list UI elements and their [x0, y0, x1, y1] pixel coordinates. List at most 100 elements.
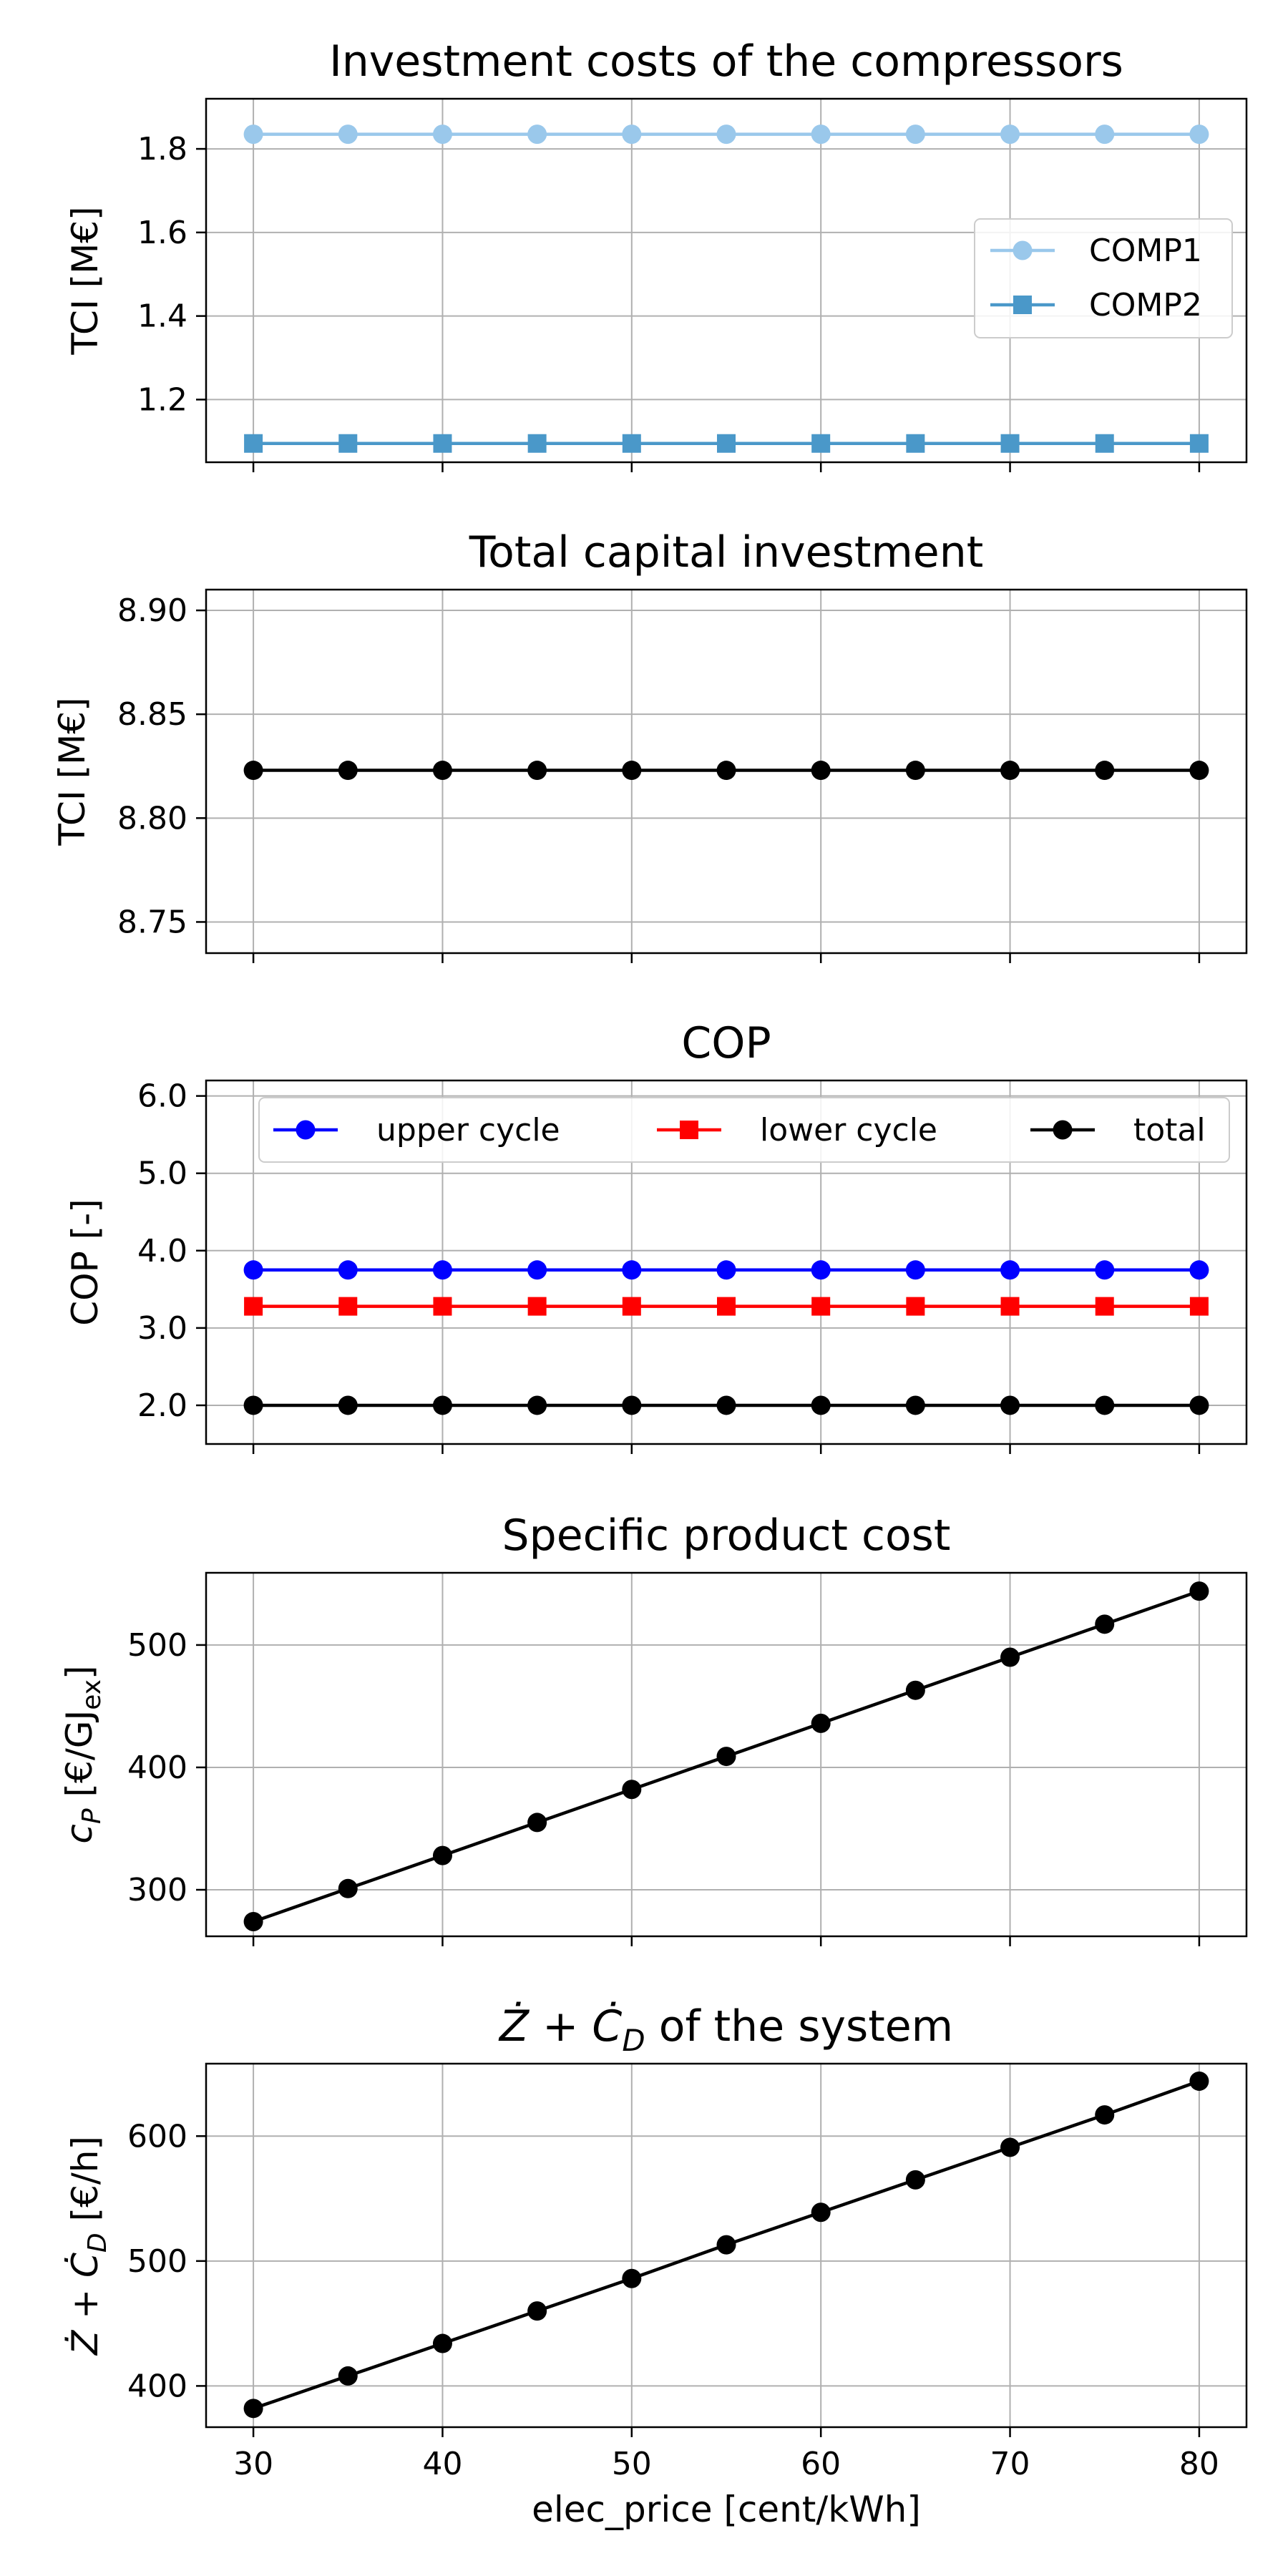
data-point	[1000, 1260, 1020, 1280]
data-point	[338, 1297, 358, 1316]
data-point	[622, 125, 642, 145]
data-point	[811, 1395, 831, 1415]
legend-label: upper cycle	[376, 1112, 560, 1148]
data-point	[905, 2170, 925, 2190]
data-point	[905, 1395, 925, 1415]
series-1	[243, 2071, 1209, 2419]
chart-title: Ż + ĊD of the system	[498, 2001, 953, 2058]
data-point	[432, 1395, 452, 1415]
series-lower-cycle	[244, 1297, 1209, 1316]
data-point	[1095, 1260, 1115, 1280]
legend-marker	[1053, 1120, 1073, 1140]
legend-marker	[1013, 240, 1033, 260]
data-point	[1095, 1614, 1115, 1634]
data-point	[1189, 434, 1209, 453]
data-point	[1095, 1395, 1115, 1415]
data-point	[1000, 761, 1020, 781]
data-point	[622, 1780, 642, 1800]
data-point	[527, 2301, 547, 2321]
data-point	[338, 434, 358, 453]
y-tick-label: 2.0	[137, 1387, 187, 1424]
data-point	[527, 761, 547, 781]
data-point	[243, 2399, 263, 2419]
x-tick-label: 50	[612, 2446, 652, 2482]
y-axis-label: COP [-]	[64, 1199, 106, 1325]
data-point	[811, 1260, 831, 1280]
data-point	[527, 1260, 547, 1280]
data-point	[811, 761, 831, 781]
data-point	[243, 761, 263, 781]
data-point	[338, 1878, 358, 1898]
data-point	[622, 761, 642, 781]
data-point	[527, 434, 547, 453]
chart-title: Specific product cost	[502, 1511, 951, 1561]
y-tick-label: 600	[127, 2118, 187, 2155]
plot-frame	[205, 1571, 1248, 1938]
data-point	[1189, 1581, 1209, 1601]
series-comp2	[244, 434, 1209, 453]
data-point	[811, 434, 831, 453]
y-tick-label: 8.85	[117, 696, 187, 733]
y-axis-label: cP [€/GJex]	[59, 1665, 107, 1843]
chart-panel-4: 300 400 500 Specific product cost cP [€/GJex…	[59, 1511, 1248, 1946]
data-point	[1000, 2137, 1020, 2157]
data-point	[1095, 125, 1115, 145]
series-upper-cycle	[243, 1260, 1209, 1280]
legend-label: COMP2	[1089, 287, 1202, 323]
y-tick-label: 3.0	[137, 1310, 187, 1347]
data-point	[811, 125, 831, 145]
data-point	[432, 761, 452, 781]
series-comp1	[243, 125, 1209, 145]
data-point	[432, 125, 452, 145]
y-tick-label: 1.4	[137, 298, 187, 335]
data-point	[243, 125, 263, 145]
data-point	[622, 434, 641, 453]
data-point	[432, 1845, 452, 1865]
x-tick-label: 40	[422, 2446, 462, 2482]
y-tick-label: 300	[127, 1872, 187, 1908]
legend-label: total	[1133, 1112, 1206, 1148]
data-point	[622, 1260, 642, 1280]
data-point	[433, 1297, 452, 1316]
data-point	[1000, 125, 1020, 145]
y-tick-label: 1.6	[137, 215, 187, 251]
data-point	[622, 1297, 641, 1316]
data-point	[716, 2235, 736, 2255]
y-tick-label: 500	[127, 2243, 187, 2280]
data-point	[243, 1911, 263, 1931]
x-tick-label: 60	[801, 2446, 841, 2482]
y-tick-label: 8.90	[117, 592, 187, 629]
data-point	[1189, 2071, 1209, 2091]
chart-title: Investment costs of the compressors	[329, 36, 1123, 87]
data-point	[905, 1260, 925, 1280]
data-point	[906, 434, 925, 453]
data-point	[1189, 761, 1209, 781]
y-tick-label: 1.2	[137, 381, 187, 418]
data-point	[433, 434, 452, 453]
data-point	[432, 1260, 452, 1280]
data-point	[811, 1713, 831, 1733]
data-point	[243, 1260, 263, 1280]
y-tick-label: 4.0	[137, 1233, 187, 1269]
data-point	[717, 1297, 736, 1316]
data-point	[243, 1395, 263, 1415]
data-point	[716, 761, 736, 781]
chart-panel-1: 1.2 1.4 1.6 1.8 Investment costs of the comp…	[64, 36, 1248, 472]
data-point	[1095, 2105, 1115, 2125]
data-point	[527, 1395, 547, 1415]
data-point	[338, 1395, 358, 1415]
data-point	[338, 125, 358, 145]
data-point	[905, 125, 925, 145]
y-axis-label: Ż + ĊD [€/h]	[64, 2136, 112, 2356]
x-tick-label: 70	[990, 2446, 1030, 2482]
chart-panel-3: 2.0 3.0 4.0 5.0 6.0 COP COP [-] upper cycle lowe…	[64, 1018, 1248, 1454]
data-point	[527, 1813, 547, 1833]
data-point	[338, 2366, 358, 2386]
data-point	[717, 434, 736, 453]
data-point	[716, 125, 736, 145]
data-point	[244, 1297, 263, 1316]
x-axis-label: elec_price [cent/kWh]	[532, 2489, 921, 2530]
y-tick-label: 6.0	[137, 1078, 187, 1115]
legend-label: COMP1	[1089, 233, 1202, 269]
